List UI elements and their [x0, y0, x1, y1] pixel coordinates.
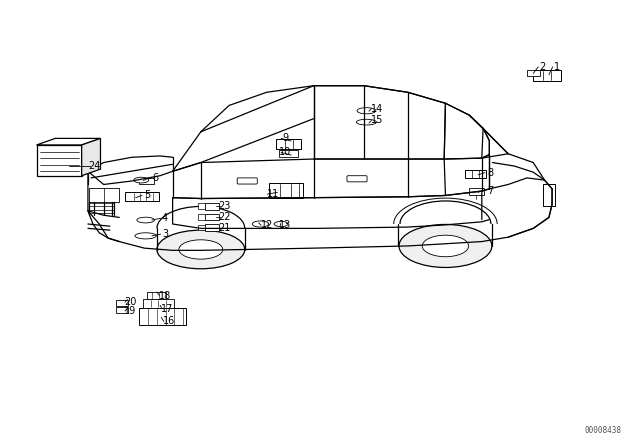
- Text: 16: 16: [163, 316, 175, 327]
- Ellipse shape: [356, 119, 376, 125]
- FancyBboxPatch shape: [89, 188, 119, 202]
- FancyBboxPatch shape: [237, 178, 257, 184]
- Polygon shape: [82, 138, 100, 176]
- Text: 18: 18: [159, 291, 172, 301]
- Polygon shape: [36, 138, 100, 145]
- Text: 20: 20: [124, 297, 136, 307]
- FancyBboxPatch shape: [198, 225, 205, 230]
- FancyBboxPatch shape: [147, 292, 166, 299]
- FancyBboxPatch shape: [465, 169, 486, 178]
- Text: 9: 9: [282, 134, 289, 143]
- Text: 22: 22: [218, 212, 231, 222]
- Text: 3: 3: [162, 229, 168, 239]
- Text: 00008438: 00008438: [584, 426, 621, 435]
- Text: 15: 15: [371, 116, 383, 125]
- Ellipse shape: [252, 221, 269, 227]
- Text: 24: 24: [88, 161, 100, 172]
- FancyBboxPatch shape: [125, 192, 159, 201]
- Text: 1: 1: [554, 62, 560, 72]
- Ellipse shape: [357, 108, 376, 114]
- Circle shape: [65, 147, 77, 156]
- Text: 17: 17: [161, 304, 173, 314]
- Polygon shape: [36, 145, 82, 176]
- Ellipse shape: [135, 233, 156, 239]
- FancyBboxPatch shape: [198, 214, 205, 220]
- FancyBboxPatch shape: [276, 139, 301, 149]
- FancyBboxPatch shape: [198, 203, 205, 209]
- Text: 12: 12: [260, 220, 273, 230]
- Text: 13: 13: [279, 220, 291, 230]
- FancyBboxPatch shape: [279, 150, 298, 157]
- Text: 14: 14: [371, 103, 383, 113]
- FancyBboxPatch shape: [527, 70, 540, 77]
- FancyBboxPatch shape: [205, 203, 219, 210]
- Text: 23: 23: [218, 201, 231, 211]
- FancyBboxPatch shape: [269, 183, 303, 198]
- Text: 4: 4: [162, 213, 168, 223]
- Text: 21: 21: [218, 223, 231, 233]
- Ellipse shape: [399, 224, 492, 267]
- Ellipse shape: [422, 235, 468, 257]
- FancyBboxPatch shape: [140, 308, 186, 325]
- Text: 2: 2: [540, 62, 546, 72]
- Text: 8: 8: [487, 168, 493, 178]
- FancyBboxPatch shape: [140, 178, 154, 185]
- Ellipse shape: [179, 240, 223, 259]
- FancyBboxPatch shape: [468, 189, 484, 195]
- Text: 11: 11: [267, 189, 279, 199]
- Text: 5: 5: [145, 190, 150, 200]
- FancyBboxPatch shape: [116, 307, 128, 313]
- FancyBboxPatch shape: [205, 224, 219, 231]
- FancyBboxPatch shape: [543, 185, 556, 207]
- Ellipse shape: [134, 177, 148, 183]
- Text: 7: 7: [487, 185, 493, 196]
- FancyBboxPatch shape: [347, 176, 367, 182]
- FancyBboxPatch shape: [40, 146, 58, 156]
- FancyBboxPatch shape: [533, 70, 561, 81]
- Ellipse shape: [137, 217, 154, 223]
- Text: 6: 6: [152, 173, 158, 183]
- Ellipse shape: [274, 221, 288, 227]
- FancyBboxPatch shape: [143, 299, 174, 308]
- Text: 19: 19: [124, 306, 136, 316]
- FancyBboxPatch shape: [116, 300, 128, 306]
- FancyBboxPatch shape: [205, 214, 219, 220]
- Text: 10: 10: [280, 147, 292, 157]
- Ellipse shape: [157, 230, 244, 269]
